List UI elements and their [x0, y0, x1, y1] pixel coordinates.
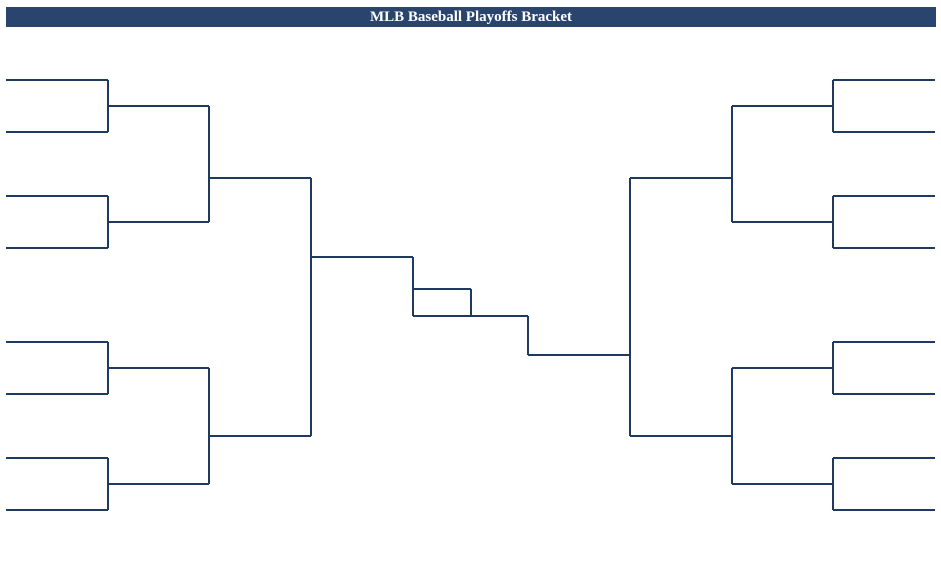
bracket-lines — [0, 0, 941, 577]
